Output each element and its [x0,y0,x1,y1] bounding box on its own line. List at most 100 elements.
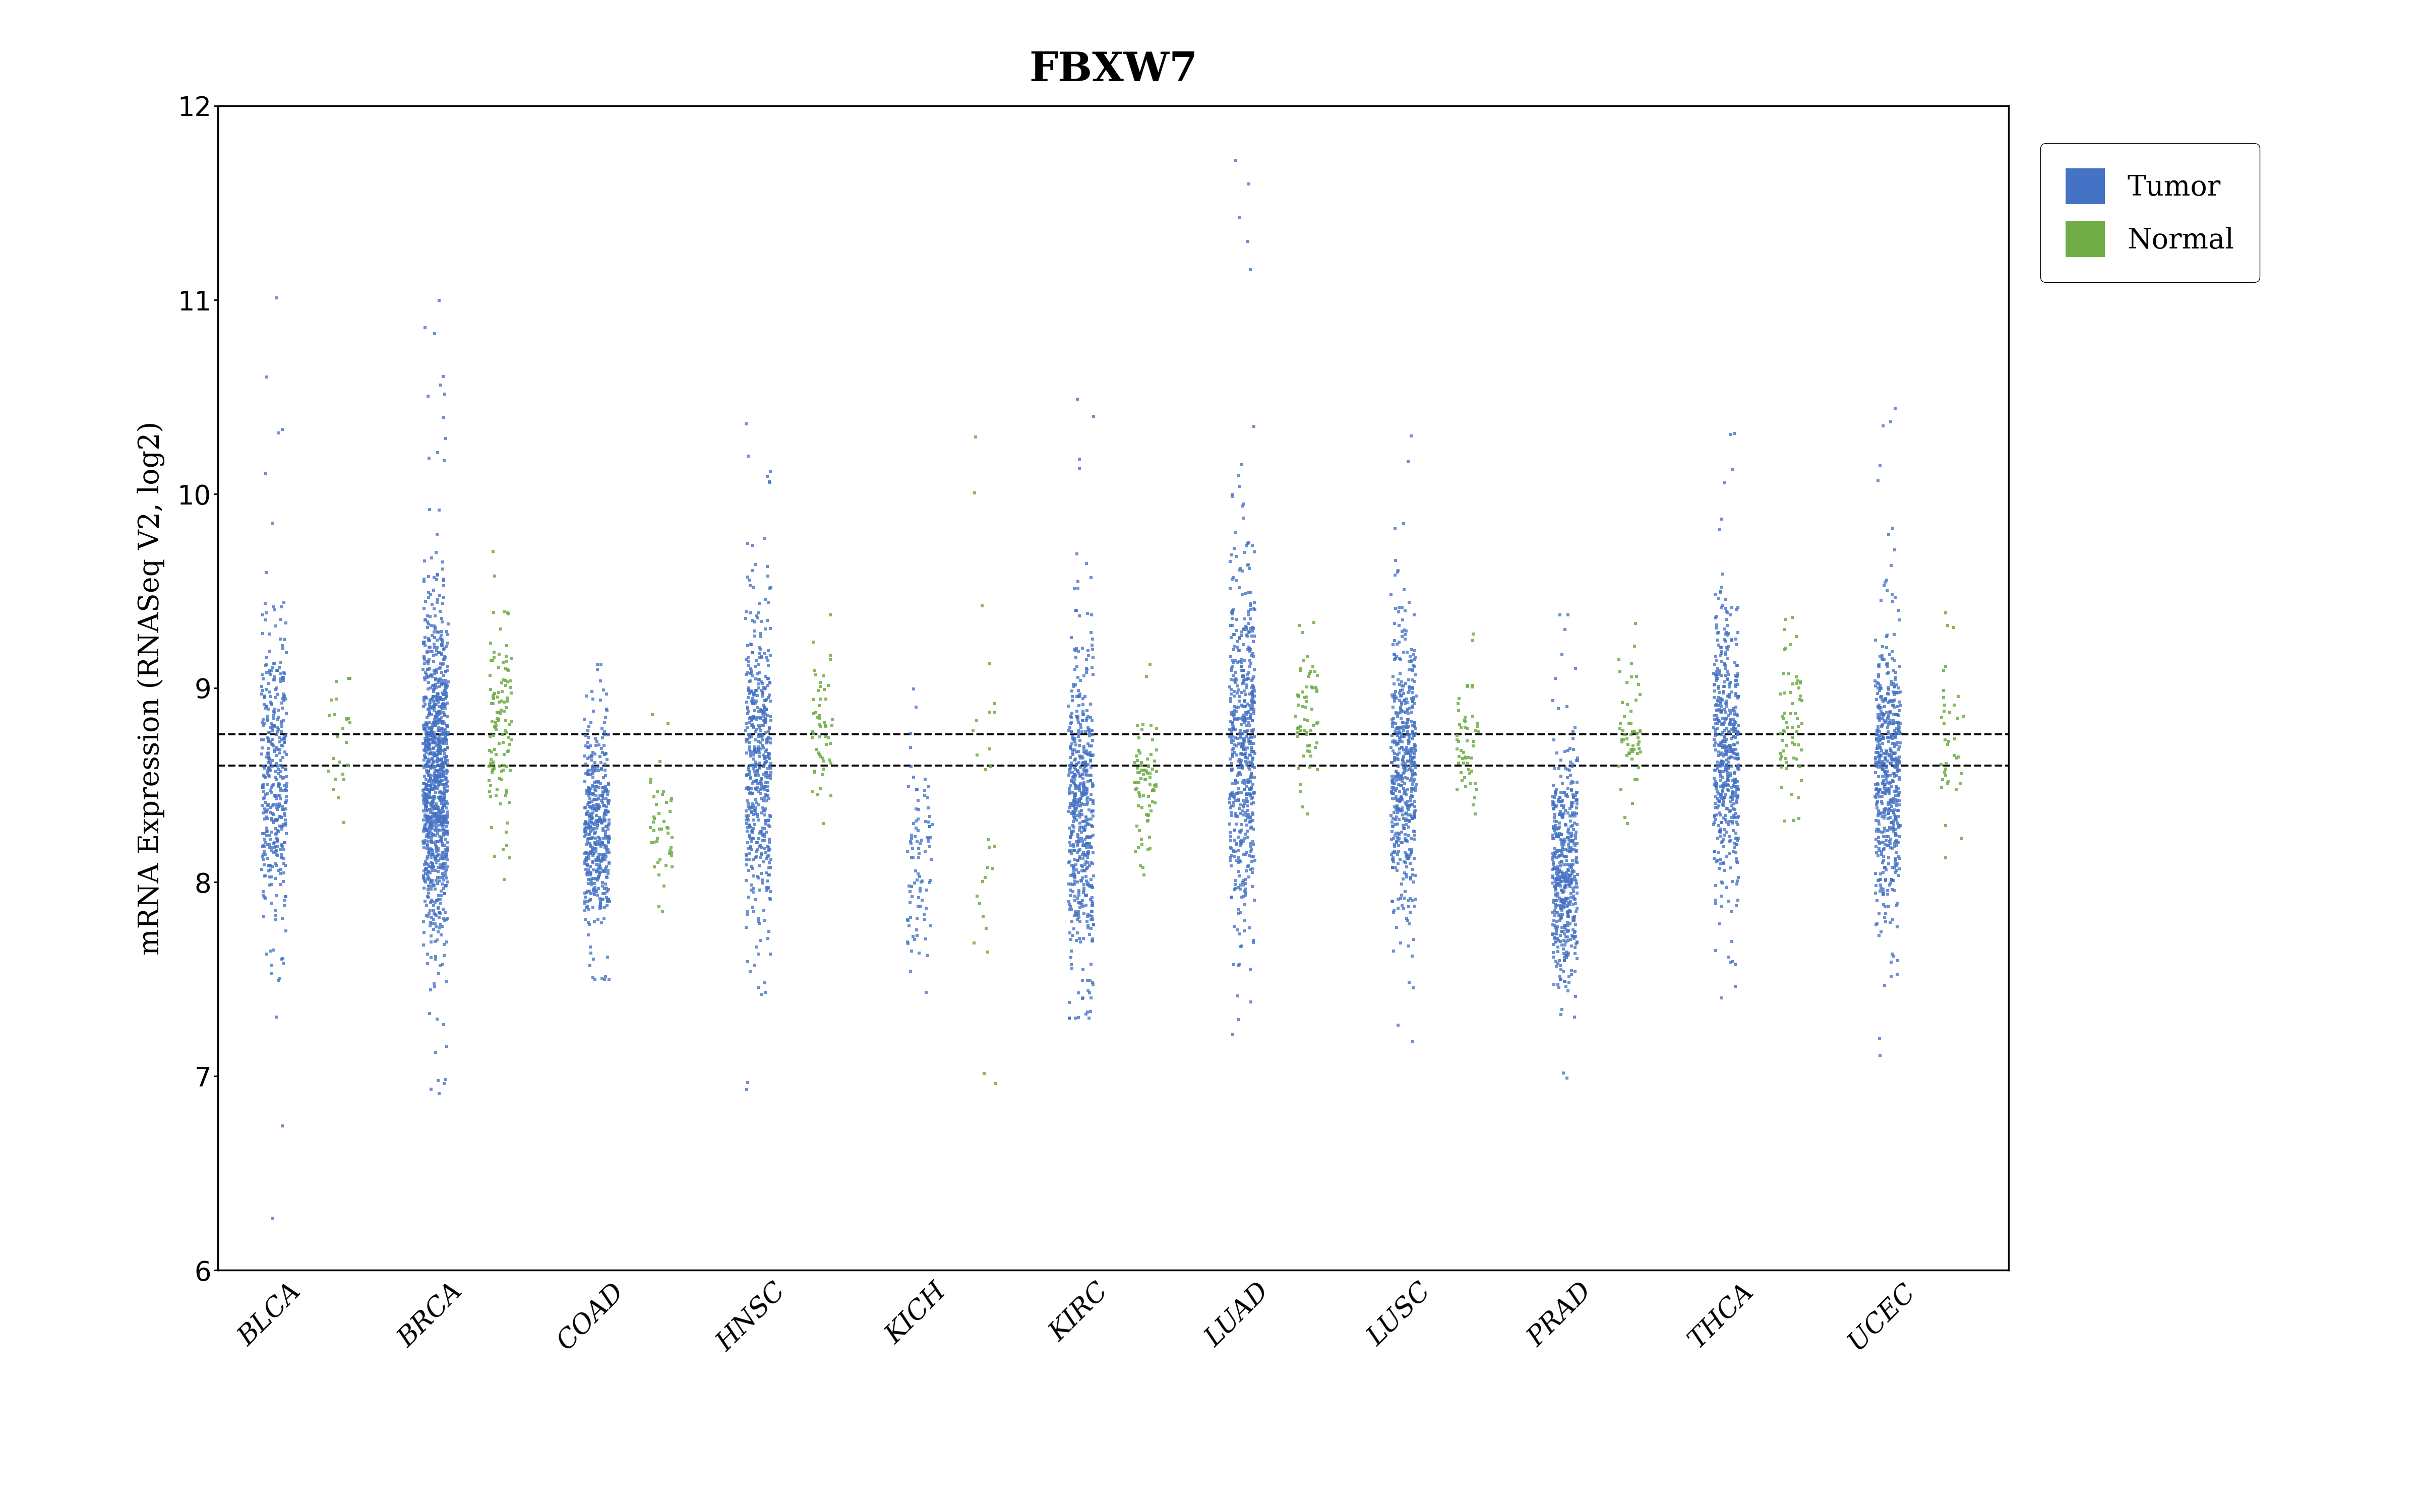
Point [424,862,462,886]
Point [254,738,293,762]
Point [803,762,842,786]
Point [1217,700,1256,724]
Point [1229,599,1268,623]
Point [426,679,465,703]
Point [1292,676,1331,700]
Point [571,745,610,770]
Point [1696,771,1735,795]
Point [1382,785,1421,809]
Point [426,741,465,765]
Point [249,750,288,774]
Point [421,699,460,723]
Point [1876,721,1914,745]
Point [1556,848,1595,872]
Point [644,900,682,924]
Point [1878,798,1917,823]
Point [424,773,462,797]
Point [1537,777,1575,801]
Point [574,838,612,862]
Point [1544,827,1583,851]
Point [1704,670,1742,694]
Point [1212,730,1251,754]
Point [1055,797,1094,821]
Point [421,599,460,623]
Point [424,738,462,762]
Point [1392,839,1430,863]
Point [1880,751,1919,776]
Point [1868,715,1907,739]
Point [319,786,358,810]
Point [1701,764,1740,788]
Point [1866,751,1905,776]
Point [801,712,840,736]
Point [252,939,290,963]
Point [1215,791,1254,815]
Point [1229,661,1268,685]
Point [419,741,457,765]
Point [1232,676,1270,700]
Point [257,821,295,845]
Point [1372,750,1411,774]
Point [750,460,789,484]
Point [1062,767,1101,791]
Point [1222,832,1261,856]
Point [588,682,627,706]
Point [1384,866,1423,891]
Point [426,679,465,703]
Point [1863,830,1902,854]
Point [1699,856,1738,880]
Point [1377,644,1416,668]
Point [1856,754,1895,779]
Point [731,842,770,866]
Point [1225,736,1263,761]
Point [1065,750,1104,774]
Point [1878,815,1917,839]
Point [1696,777,1735,801]
Point [477,715,515,739]
Point [743,679,782,703]
Point [1696,708,1735,732]
Point [421,812,460,836]
Point [1375,696,1413,720]
Point [1392,827,1430,851]
Point [736,934,774,959]
Point [1776,747,1815,771]
Point [1716,797,1754,821]
Point [1876,823,1914,847]
Point [1859,818,1897,842]
Point [1713,818,1752,842]
Point [1716,767,1754,791]
Point [1713,629,1752,653]
Point [414,724,453,748]
Point [743,767,782,791]
Point [479,708,518,732]
Point [1931,700,1970,724]
Point [1447,705,1486,729]
Point [748,697,786,721]
Point [1534,792,1573,816]
Point [1067,782,1106,806]
Point [421,771,460,795]
Point [1058,791,1096,815]
Point [1868,792,1907,816]
Point [1701,581,1740,605]
Point [1222,655,1261,679]
Point [1873,724,1912,748]
Point [750,643,789,667]
Point [748,464,786,488]
Point [736,679,774,703]
Point [750,815,789,839]
Point [474,723,513,747]
Point [586,842,624,866]
Point [1709,768,1747,792]
Point [409,881,448,906]
Point [324,768,363,792]
Point [414,593,453,617]
Point [1701,741,1740,765]
Point [1389,726,1428,750]
Point [1542,878,1580,903]
Point [576,871,615,895]
Point [1544,895,1583,919]
Point [428,715,467,739]
Point [1544,903,1583,927]
